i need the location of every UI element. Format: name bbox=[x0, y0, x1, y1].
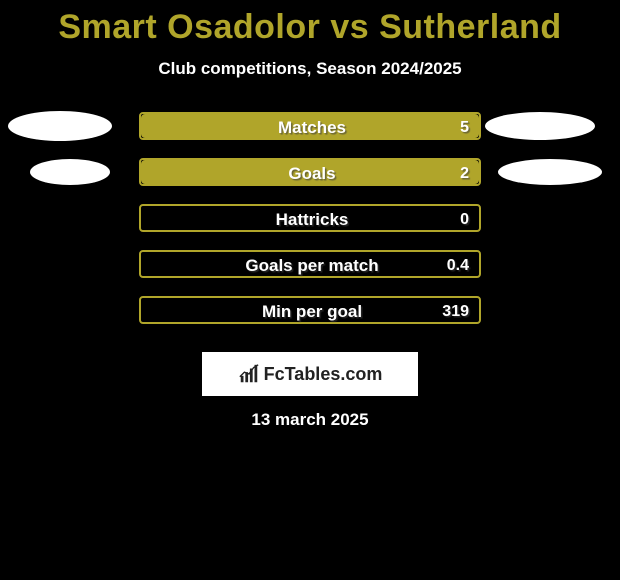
stat-value: 0 bbox=[460, 206, 469, 234]
stat-bar: Hattricks0 bbox=[139, 204, 481, 232]
stat-bar: Goals per match0.4 bbox=[139, 250, 481, 278]
stat-bar-fill bbox=[141, 160, 479, 184]
stat-label: Min per goal bbox=[141, 298, 483, 326]
stat-row: Hattricks0 bbox=[0, 204, 620, 250]
stat-label: Goals per match bbox=[141, 252, 483, 280]
stat-bar-fill bbox=[141, 114, 479, 138]
subtitle: Club competitions, Season 2024/2025 bbox=[0, 59, 620, 79]
date-label: 13 march 2025 bbox=[0, 410, 620, 430]
stat-bar: Goals2 bbox=[139, 158, 481, 186]
left-ellipse bbox=[8, 111, 112, 141]
stat-row: Min per goal319 bbox=[0, 296, 620, 342]
brand-label: FcTables.com bbox=[264, 364, 383, 385]
stat-value: 0.4 bbox=[447, 252, 469, 280]
stat-bar: Min per goal319 bbox=[139, 296, 481, 324]
right-ellipse bbox=[485, 112, 595, 140]
stat-value: 319 bbox=[442, 298, 469, 326]
stat-bar: Matches5 bbox=[139, 112, 481, 140]
comparison-chart: Matches5Goals2Hattricks0Goals per match0… bbox=[0, 112, 620, 342]
stat-label: Hattricks bbox=[141, 206, 483, 234]
chart-icon bbox=[238, 363, 260, 385]
left-ellipse bbox=[30, 159, 110, 185]
stat-row: Goals per match0.4 bbox=[0, 250, 620, 296]
brand-box[interactable]: FcTables.com bbox=[202, 352, 418, 396]
right-ellipse bbox=[498, 159, 602, 185]
page-title: Smart Osadolor vs Sutherland bbox=[0, 0, 620, 47]
